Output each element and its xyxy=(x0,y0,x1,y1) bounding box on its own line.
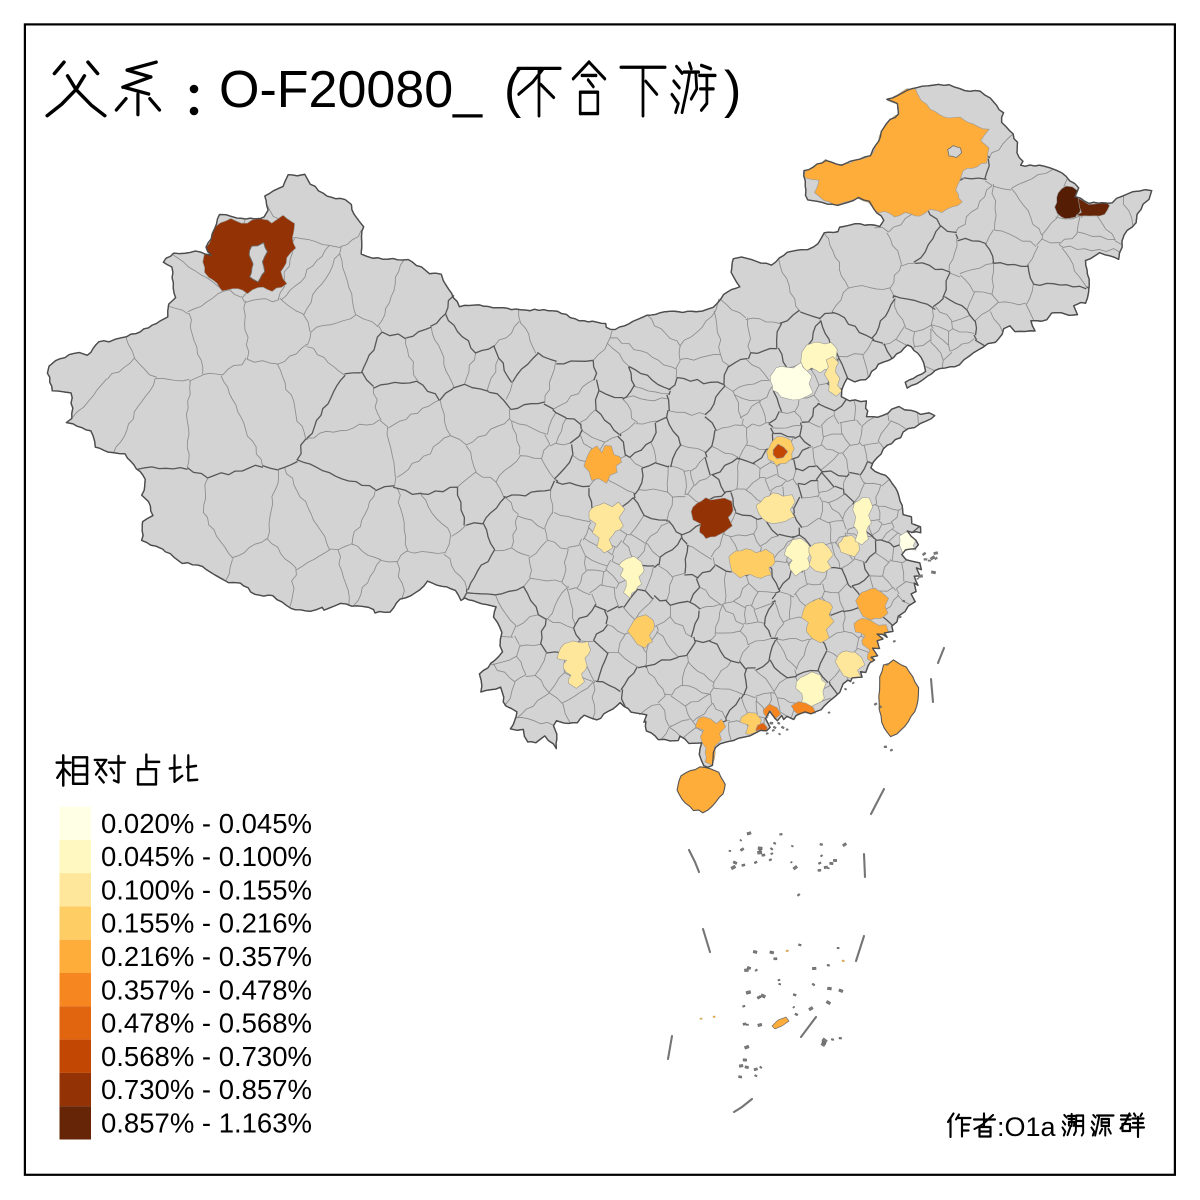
svg-text:0.857% - 1.163%: 0.857% - 1.163% xyxy=(101,1108,312,1139)
svg-text:(: ( xyxy=(504,61,522,119)
svg-text:0.020% - 0.045%: 0.020% - 0.045% xyxy=(101,808,312,839)
svg-text:0.478% - 0.568%: 0.478% - 0.568% xyxy=(101,1008,312,1039)
svg-text:0.730% - 0.857%: 0.730% - 0.857% xyxy=(101,1074,312,1105)
svg-text:0.045% - 0.100%: 0.045% - 0.100% xyxy=(101,841,312,872)
svg-text:0.568% - 0.730%: 0.568% - 0.730% xyxy=(101,1041,312,1072)
svg-text:0.100% - 0.155%: 0.100% - 0.155% xyxy=(101,874,312,905)
svg-text::O1a: :O1a xyxy=(997,1112,1057,1142)
svg-text:0.216% - 0.357%: 0.216% - 0.357% xyxy=(101,941,312,972)
svg-text:O-F20080_: O-F20080_ xyxy=(219,61,483,119)
svg-text:): ) xyxy=(724,61,741,119)
svg-text:0.357% - 0.478%: 0.357% - 0.478% xyxy=(101,974,312,1005)
svg-text:0.155% - 0.216%: 0.155% - 0.216% xyxy=(101,908,312,939)
